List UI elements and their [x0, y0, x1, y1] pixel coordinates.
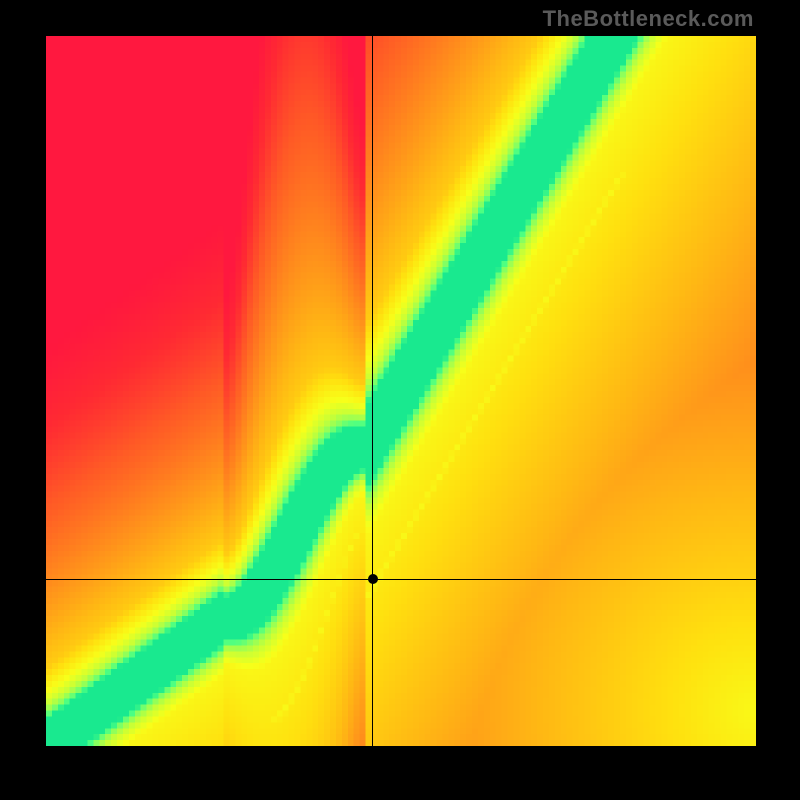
watermark-text: TheBottleneck.com	[543, 6, 754, 32]
chart-container: TheBottleneck.com	[0, 0, 800, 800]
heatmap-canvas	[46, 36, 756, 746]
